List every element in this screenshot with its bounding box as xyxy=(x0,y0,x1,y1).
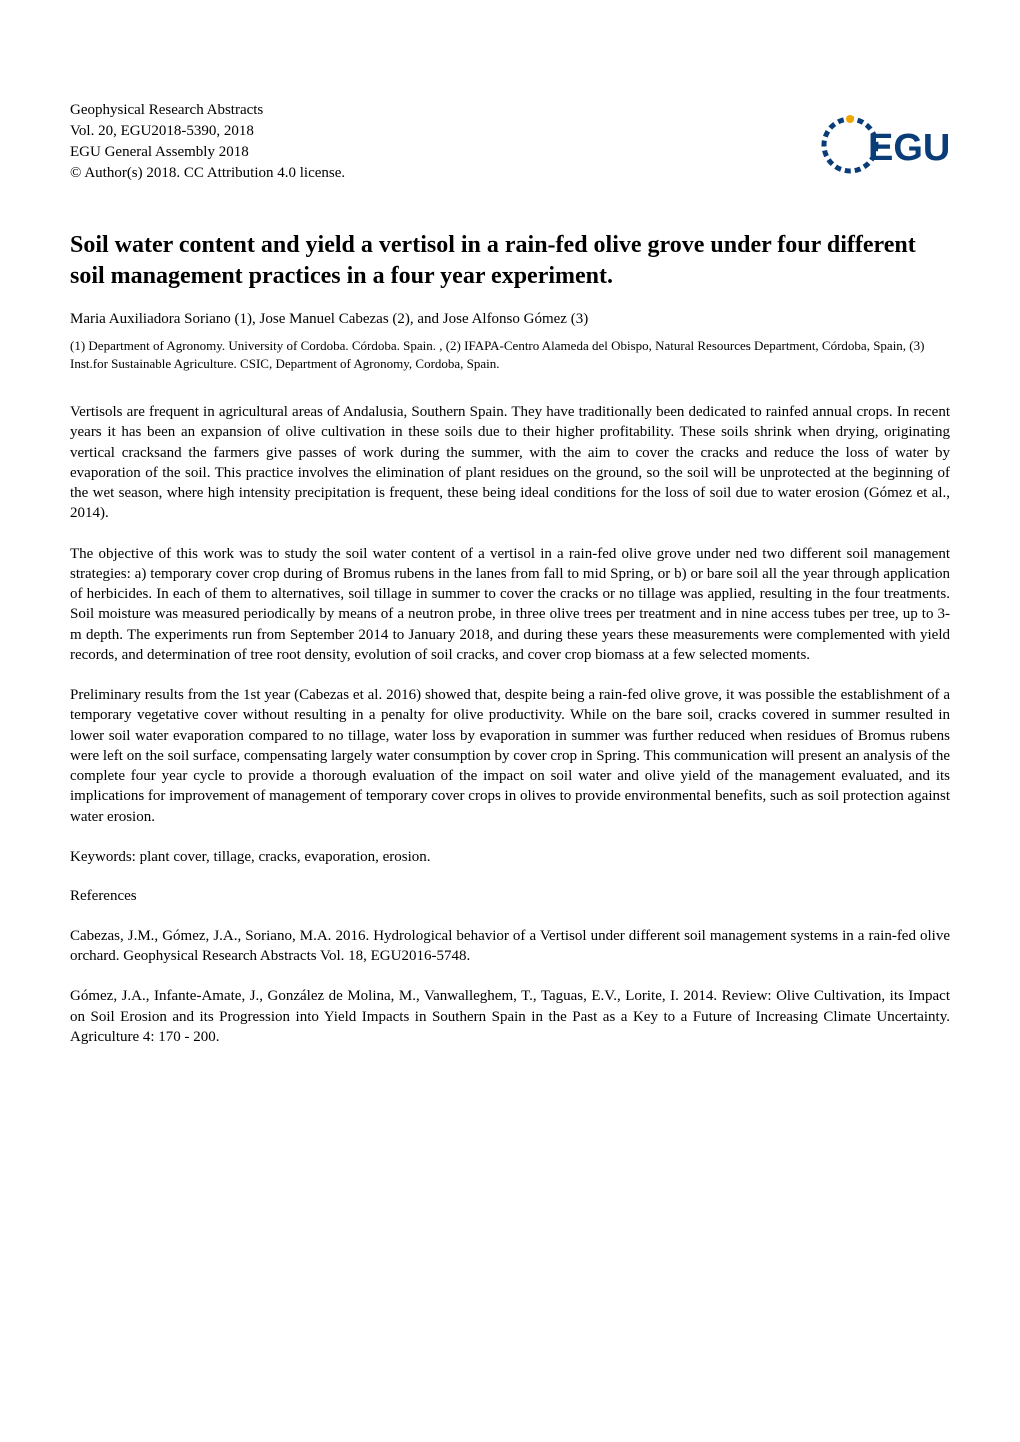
meta-volume: Vol. 20, EGU2018-5390, 2018 xyxy=(70,121,345,142)
body-paragraph: Vertisols are frequent in agricultural a… xyxy=(70,402,950,524)
egu-logo: EGU xyxy=(820,100,950,190)
affiliations: (1) Department of Agronomy. University o… xyxy=(70,337,950,372)
references-heading: References xyxy=(70,887,950,906)
reference-item: Cabezas, J.M., Gómez, J.A., Soriano, M.A… xyxy=(70,926,950,967)
meta-journal: Geophysical Research Abstracts xyxy=(70,100,345,121)
body-paragraph: The objective of this work was to study … xyxy=(70,544,950,666)
keywords-line: Keywords: plant cover, tillage, cracks, … xyxy=(70,847,950,867)
reference-item: Gómez, J.A., Infante-Amate, J., González… xyxy=(70,986,950,1047)
body-paragraph: Preliminary results from the 1st year (C… xyxy=(70,685,950,827)
svg-text:EGU: EGU xyxy=(868,127,950,169)
meta-info: Geophysical Research Abstracts Vol. 20, … xyxy=(70,100,345,184)
header-row: Geophysical Research Abstracts Vol. 20, … xyxy=(70,100,950,190)
meta-assembly: EGU General Assembly 2018 xyxy=(70,142,345,163)
authors-line: Maria Auxiliadora Soriano (1), Jose Manu… xyxy=(70,310,950,329)
meta-license: © Author(s) 2018. CC Attribution 4.0 lic… xyxy=(70,163,345,184)
abstract-title: Soil water content and yield a vertisol … xyxy=(70,230,950,292)
